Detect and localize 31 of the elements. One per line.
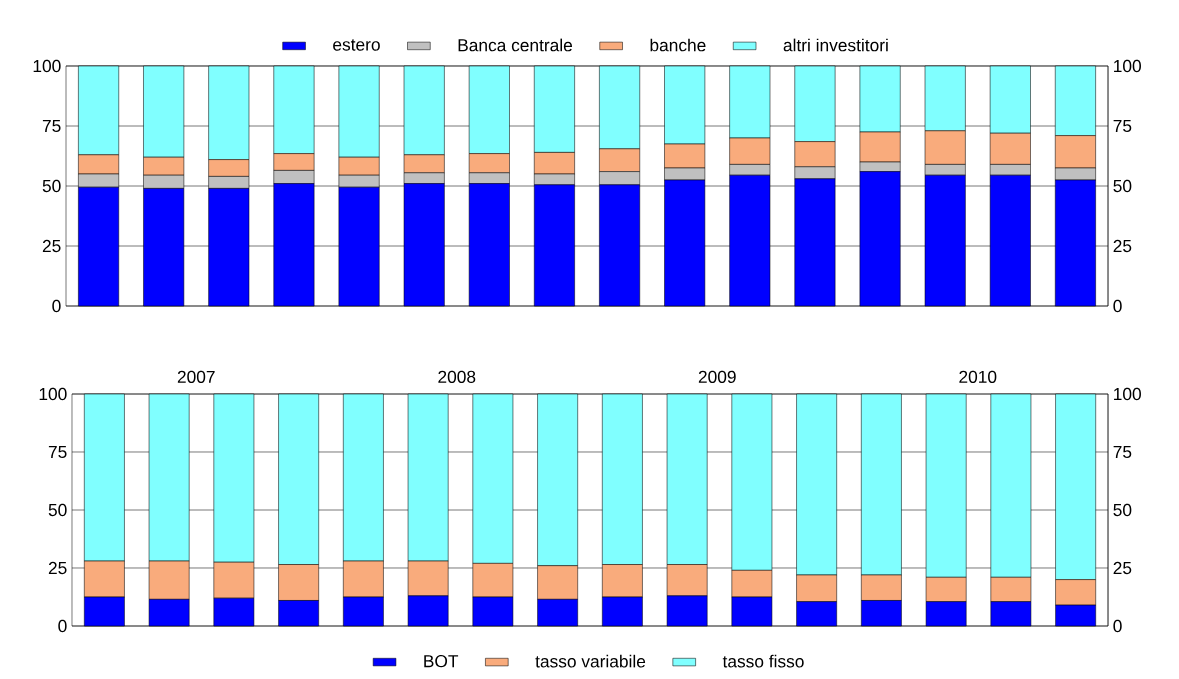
legend-label: banche (650, 38, 706, 52)
y-tick-label: 50 (48, 503, 67, 517)
y-tick-label: 100 (39, 387, 67, 401)
y2-tick-label: 100 (1114, 387, 1141, 401)
y2-tick-label: 50 (1113, 503, 1132, 517)
text: 2007 (177, 370, 215, 383)
legend-label: Banca centrale (458, 38, 573, 52)
y-tick-label: 50 (42, 179, 61, 193)
y-tick-label: 0 (58, 619, 67, 633)
legend-label: altri investitori (783, 38, 888, 52)
text: 2010 (959, 370, 997, 383)
y2-tick-label: 0 (1113, 299, 1122, 313)
text: 2009 (698, 370, 736, 383)
y-tick-label: 25 (48, 561, 67, 575)
y2-tick-label: 25 (1113, 239, 1132, 253)
y-tick-label: 0 (52, 299, 61, 313)
y-tick-label: 100 (33, 59, 61, 73)
y-tick-label: 75 (42, 119, 61, 133)
y-tick-label: 25 (42, 239, 61, 253)
y2-tick-label: 75 (1113, 119, 1132, 133)
legend-label: BOT (424, 655, 459, 668)
y-tick-label: 75 (48, 445, 67, 459)
y2-tick-label: 50 (1113, 179, 1132, 193)
legend-label: tasso variabile (535, 654, 646, 668)
y2-tick-label: 25 (1113, 561, 1132, 575)
text: 2008 (438, 370, 476, 383)
legend-label: tasso fisso (722, 654, 804, 668)
y2-tick-label: 75 (1113, 445, 1132, 459)
y2-tick-label: 100 (1114, 59, 1141, 73)
legend-label: estero (333, 39, 380, 51)
y2-tick-label: 0 (1113, 619, 1122, 633)
